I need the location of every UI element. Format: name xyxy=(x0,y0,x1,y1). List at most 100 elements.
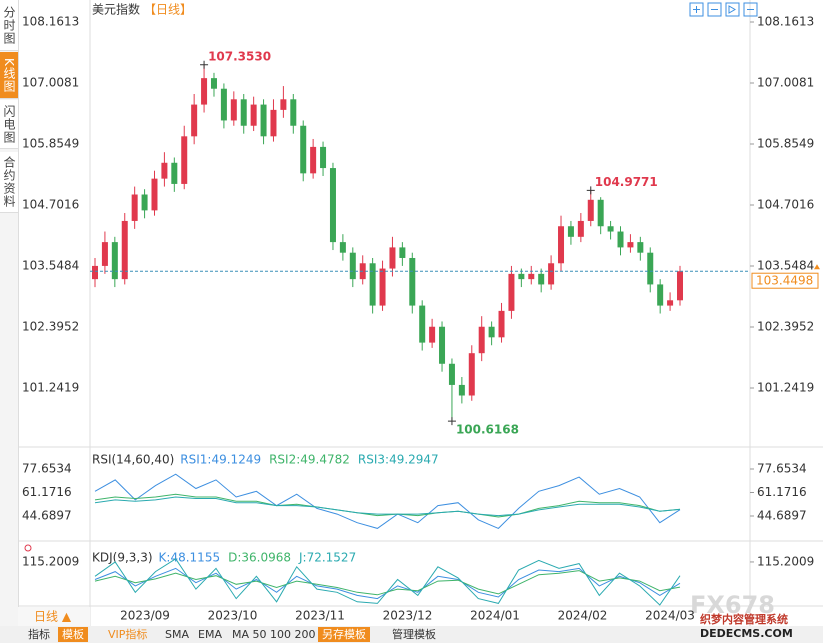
y-tick-label: 107.0081 xyxy=(22,75,79,89)
legend-entry: RSI3:49.2947 xyxy=(358,453,439,467)
watermark-text: DEDECMS.COM xyxy=(700,627,793,640)
extreme-marker xyxy=(447,417,456,426)
icon-button[interactable] xyxy=(707,2,722,17)
x-axis-label: 2024/03 xyxy=(645,609,695,623)
icon-button[interactable] xyxy=(725,2,740,17)
candle-body xyxy=(320,146,327,169)
candle-body xyxy=(92,265,98,280)
candle-body xyxy=(538,273,545,285)
candle-body xyxy=(191,104,198,137)
candle-body xyxy=(389,247,396,269)
y-tick-label: 103.5484 xyxy=(22,258,79,272)
candle-body xyxy=(121,220,128,280)
candle-body xyxy=(210,78,217,89)
y-tick-label: 61.1716 xyxy=(757,485,807,499)
candle-body xyxy=(151,178,158,211)
legend-entry: RSI1:49.1249 xyxy=(180,453,261,467)
candle-body xyxy=(657,284,664,306)
y-tick-label: 115.2009 xyxy=(757,554,814,568)
candle-body xyxy=(181,136,188,184)
candle-body xyxy=(567,226,574,237)
toolbar-item[interactable]: EMA xyxy=(198,628,222,641)
candle-body xyxy=(280,99,287,110)
candle-body xyxy=(448,363,455,385)
candle-body xyxy=(577,220,584,237)
y-tick-label: 101.2419 xyxy=(22,381,79,395)
y-tick-label: 108.1613 xyxy=(22,15,79,29)
candle-body xyxy=(260,104,267,137)
legend-entry: J:72.1527 xyxy=(298,551,356,565)
bottom-toolbar xyxy=(0,626,823,643)
legend-entry: K:48.1155 xyxy=(159,551,221,565)
extreme-label: 107.3530 xyxy=(208,49,271,63)
icon-glyph xyxy=(693,5,754,14)
x-axis-label: 2023/12 xyxy=(383,609,433,623)
candle-body xyxy=(290,99,297,126)
candle-body xyxy=(518,273,525,280)
y-tick-label: 102.3952 xyxy=(757,319,814,333)
y-tick-label: 44.6897 xyxy=(22,509,72,523)
y-tick-label: 102.3952 xyxy=(22,319,79,333)
icon-button[interactable] xyxy=(689,2,704,17)
candle-body xyxy=(458,384,465,396)
extreme-marker xyxy=(200,60,209,69)
candle-body xyxy=(171,162,178,184)
toolbar-item[interactable]: 模板 xyxy=(62,627,84,641)
extreme-label: 100.6168 xyxy=(456,423,519,437)
tab-active[interactable]: K线图 xyxy=(0,52,18,99)
candle-body xyxy=(617,231,624,248)
y-tick-label: 103.5484 xyxy=(757,258,814,272)
x-axis-label: 2024/02 xyxy=(558,609,608,623)
candle-body xyxy=(677,271,683,301)
settings-icon[interactable] xyxy=(24,544,32,552)
candle-body xyxy=(607,226,614,232)
candle-body xyxy=(528,273,535,280)
period-box xyxy=(18,607,90,626)
indicator-line xyxy=(94,493,681,518)
candle-body xyxy=(409,257,416,306)
legend-entry: D:36.0968 xyxy=(228,551,291,565)
extreme-label: 104.9771 xyxy=(595,175,658,189)
period-label[interactable]: 日线 ▲ xyxy=(34,610,72,624)
candle-body xyxy=(558,226,565,264)
candle-body xyxy=(429,326,436,343)
x-axis-label: 2023/10 xyxy=(208,609,258,623)
candle-body xyxy=(399,247,406,258)
toolbar-button[interactable] xyxy=(318,627,370,642)
last-price-label: 103.4498 xyxy=(756,274,813,288)
y-tick-label: 105.8549 xyxy=(757,136,814,150)
candle-body xyxy=(329,168,336,243)
toolbar-item[interactable]: VIP指标 xyxy=(108,627,147,641)
indicator-line xyxy=(94,473,681,529)
toolbar-item[interactable]: 管理模板 xyxy=(392,627,436,641)
tab[interactable]: 合约资料 xyxy=(0,152,18,213)
candle-body xyxy=(101,242,108,266)
toolbar-button[interactable] xyxy=(58,627,88,642)
y-tick-label: 107.0081 xyxy=(757,75,814,89)
toolbar-item[interactable]: 另存模板 xyxy=(322,627,366,641)
candle-body xyxy=(379,268,386,306)
candle-body xyxy=(468,353,475,396)
x-axis-label: 2023/09 xyxy=(120,609,170,623)
candle-body xyxy=(508,273,515,311)
toolbar-item[interactable]: MA 50 100 200 xyxy=(232,628,316,641)
y-tick-label: 77.6534 xyxy=(22,462,72,476)
candle-body xyxy=(439,326,446,364)
toolbar-item[interactable]: 指标 xyxy=(28,627,50,641)
candle-body xyxy=(201,78,208,105)
sidebar: 分时图 K线图 闪电图 合约资料 xyxy=(0,0,19,643)
candle-body xyxy=(310,146,317,174)
icon-button[interactable] xyxy=(743,2,758,17)
watermark-logo: FX678 xyxy=(690,591,775,619)
y-tick-label: 115.2009 xyxy=(22,554,79,568)
y-tick-label: 44.6897 xyxy=(757,509,807,523)
toolbar-item[interactable]: SMA xyxy=(165,628,189,641)
legend-entry: RSI2:49.4782 xyxy=(269,453,350,467)
tab[interactable]: 闪电图 xyxy=(0,100,18,149)
candle-body xyxy=(349,252,356,280)
tab[interactable]: 分时图 xyxy=(0,0,18,51)
x-axis-label: 2024/01 xyxy=(470,609,520,623)
candle-body xyxy=(587,199,594,221)
